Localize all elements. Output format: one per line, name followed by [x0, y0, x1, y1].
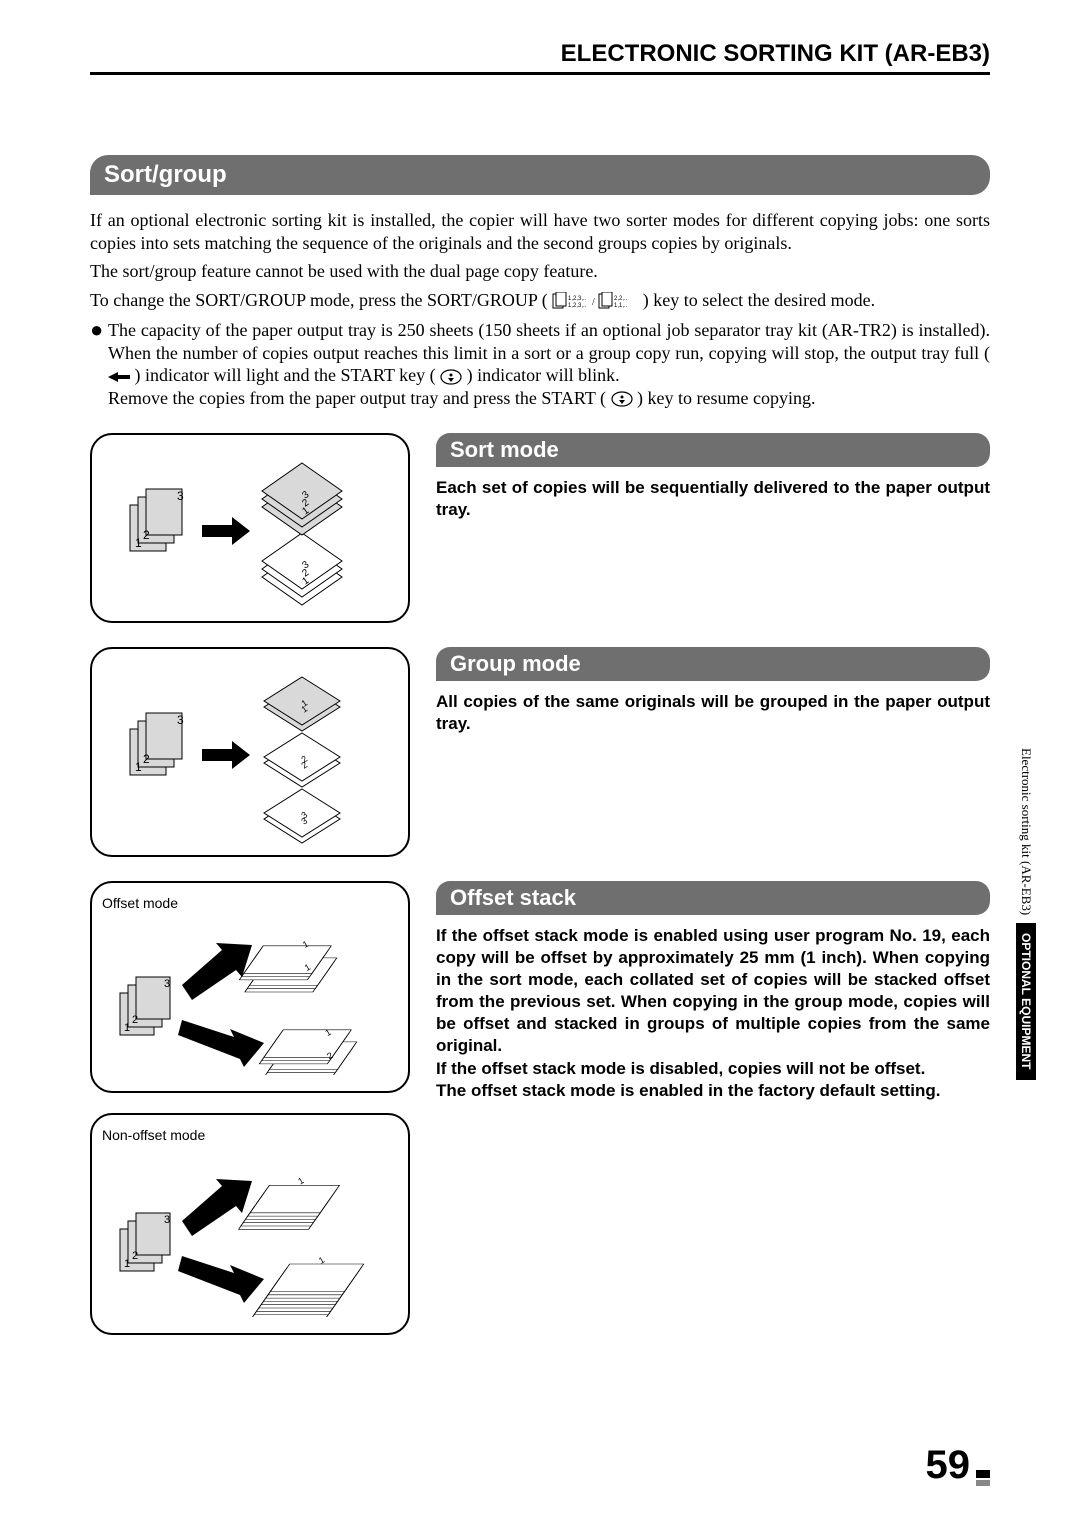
group-mode-row: 1 2 3 3 3 2 2 — [90, 647, 990, 857]
sort-group-heading: Sort/group — [90, 155, 990, 195]
svg-text:3: 3 — [164, 978, 170, 990]
svg-text:2: 2 — [143, 528, 150, 542]
svg-text:2: 2 — [132, 1014, 138, 1026]
svg-text:1: 1 — [296, 1175, 305, 1186]
sort-mode-heading: Sort mode — [436, 433, 990, 467]
tray-full-icon — [108, 370, 130, 384]
svg-text:2,2,..: 2,2,.. — [614, 296, 628, 302]
input-pages-icon: 1 2 3 — [120, 977, 170, 1035]
group-mode-body: All copies of the same originals will be… — [436, 691, 990, 735]
header-title: ELECTRONIC SORTING KIT (AR-EB3) — [561, 40, 990, 67]
page-number: 59 — [926, 1443, 971, 1488]
svg-text:3: 3 — [164, 1214, 170, 1226]
svg-text:2: 2 — [143, 752, 150, 766]
sort-mode-body: Each set of copies will be sequentially … — [436, 477, 990, 521]
svg-text:2: 2 — [132, 1250, 138, 1262]
offset-stack-row: Offset mode 1 2 3 — [90, 881, 990, 1335]
side-tab-label: Electronic sorting kit (AR-EB3) — [1016, 740, 1036, 923]
arrow-icon — [182, 943, 252, 1000]
svg-text:1: 1 — [135, 536, 142, 550]
start-key-icon — [440, 369, 462, 385]
offset-mode-diagram: Offset mode 1 2 3 — [90, 881, 410, 1093]
page-number-bar-icon — [976, 1480, 990, 1486]
sort-group-p1: If an optional electronic sorting kit is… — [90, 209, 990, 254]
svg-text:1: 1 — [124, 1022, 130, 1034]
bullet-dot: ● — [90, 319, 108, 409]
sort-group-p2: The sort/group feature cannot be used wi… — [90, 260, 990, 283]
sort-group-icon: 1,2,3,.. 1,2,3,.. / 2,2,.. 1,1,.. — [552, 292, 638, 310]
svg-text:1: 1 — [135, 760, 142, 774]
sort-mode-diagram: 1 2 3 1 2 3 — [90, 433, 410, 623]
input-pages-icon: 1 2 3 — [120, 1213, 170, 1271]
offset-stack-body: If the offset stack mode is enabled usin… — [436, 925, 990, 1102]
non-offset-mode-label: Non-offset mode — [102, 1127, 398, 1143]
page-number-bar-icon — [976, 1470, 990, 1478]
page-header: ELECTRONIC SORTING KIT (AR-EB3) — [90, 40, 990, 75]
sort-group-p3: To change the SORT/GROUP mode, press the… — [90, 289, 990, 312]
output-stack-icon: 1 2 3 1 2 3 — [262, 463, 342, 605]
offset-mode-label: Offset mode — [102, 895, 398, 911]
svg-text:1,2,3,..: 1,2,3,.. — [568, 296, 587, 302]
non-offset-mode-diagram: Non-offset mode 1 2 3 — [90, 1113, 410, 1335]
side-tab-category: OPTIONAL EQUIPMENT — [1016, 923, 1036, 1079]
input-pages-icon: 1 2 3 — [130, 489, 184, 551]
svg-text:3: 3 — [177, 713, 184, 727]
start-key-icon — [611, 391, 633, 407]
arrow-icon — [202, 517, 250, 545]
sort-mode-row: 1 2 3 1 2 3 — [90, 433, 990, 623]
arrow-icon — [178, 1020, 264, 1067]
arrow-icon — [202, 741, 250, 769]
side-tabs: Electronic sorting kit (AR-EB3) OPTIONAL… — [1016, 740, 1036, 1080]
bullet-block: ● The capacity of the paper output tray … — [90, 319, 990, 409]
offset-stack-heading: Offset stack — [436, 881, 990, 915]
input-pages-icon: 1 2 3 — [130, 713, 184, 775]
output-stack-icon: 3 3 2 2 1 1 — [264, 677, 340, 843]
svg-text:3: 3 — [177, 489, 184, 503]
svg-text:/: / — [592, 297, 595, 308]
svg-text:1,1,..: 1,1,.. — [614, 303, 628, 309]
svg-text:1: 1 — [124, 1258, 130, 1270]
arrow-icon — [178, 1256, 264, 1303]
group-mode-diagram: 1 2 3 3 3 2 2 — [90, 647, 410, 857]
bullet-text: The capacity of the paper output tray is… — [108, 319, 990, 409]
svg-text:1,2,3,..: 1,2,3,.. — [568, 303, 587, 309]
group-mode-heading: Group mode — [436, 647, 990, 681]
